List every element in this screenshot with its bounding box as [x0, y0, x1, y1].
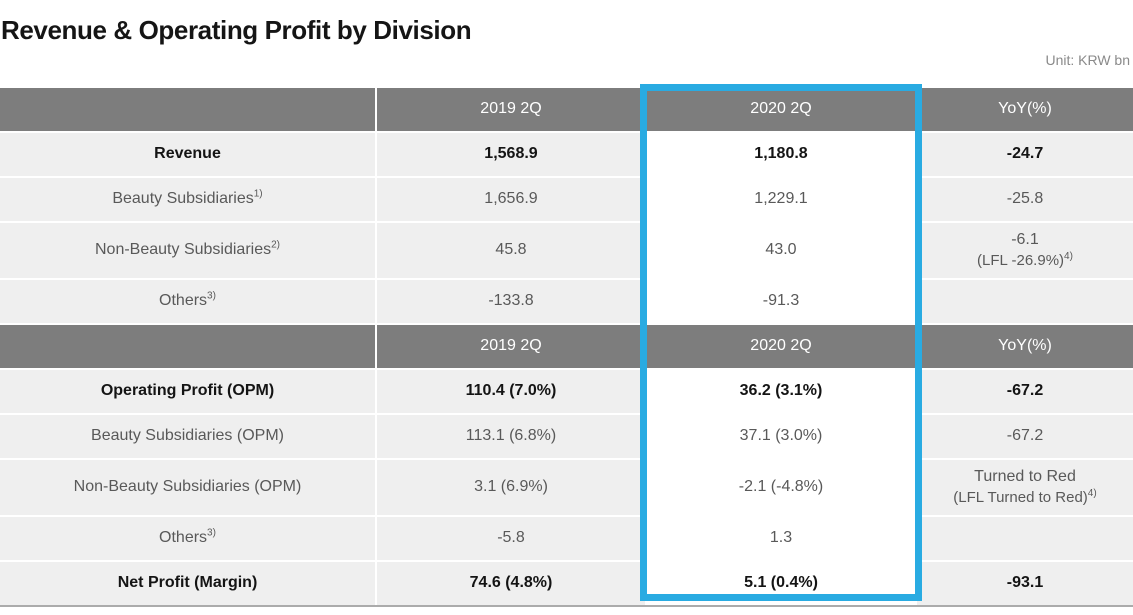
cell-2019-2q: 45.8 [377, 223, 645, 278]
table-row: Non-Beauty Subsidiaries2) 45.8 43.0 -6.1 (LF… [0, 223, 1133, 278]
table-row: Operating Profit (OPM) 110.4 (7.0%) 36.2 (… [0, 370, 1133, 413]
cell-2020-2q: 1,180.8 [647, 133, 915, 176]
table-header-row: 2019 2Q 2020 2Q YoY(%) [0, 325, 1133, 368]
cell-yoy: -93.1 [917, 562, 1133, 605]
table-body: 2019 2Q 2020 2Q YoY(%) Revenue 1,568.9 1,180.… [0, 88, 1133, 607]
cell-2019-2q: 110.4 (7.0%) [377, 370, 645, 413]
cell-2019-2q: 113.1 (6.8%) [377, 415, 645, 458]
column-header-label [0, 325, 375, 368]
cell-2019-2q: 1,656.9 [377, 178, 645, 221]
header-label: 2020 2Q [750, 337, 812, 355]
table-row: Others3) -5.8 1.3 [0, 517, 1133, 560]
row-label-cell: Beauty Subsidiaries1) [0, 178, 375, 221]
row-label-cell: Non-Beauty Subsidiaries (OPM) [0, 460, 375, 515]
cell-2019-2q: -5.8 [377, 517, 645, 560]
header-label: 2019 2Q [480, 100, 542, 118]
cell-yoy: -67.2 [917, 415, 1133, 458]
division-table: 2019 2Q 2020 2Q YoY(%) Revenue 1,568.9 1,180.… [0, 84, 1133, 607]
cell-2020-2q: 1.3 [647, 517, 915, 560]
row-label-cell: Revenue [0, 133, 375, 176]
row-label-cell: Net Profit (Margin) [0, 562, 375, 605]
footnote-marker: 2) [271, 239, 280, 251]
row-label-cell: Beauty Subsidiaries (OPM) [0, 415, 375, 458]
column-header-yoy: YoY(%) [917, 325, 1133, 368]
cell-2020-2q: -91.3 [647, 280, 915, 323]
row-label-cell: Non-Beauty Subsidiaries2) [0, 223, 375, 278]
footnote-marker: 4) [1064, 251, 1073, 263]
cell-yoy [917, 517, 1133, 560]
cell-2020-2q: 36.2 (3.1%) [647, 370, 915, 413]
table-row: Others3) -133.8 -91.3 [0, 280, 1133, 323]
column-header-2020-2q: 2020 2Q [647, 325, 915, 368]
column-header-yoy: YoY(%) [917, 88, 1133, 131]
cell-2020-2q: 43.0 [647, 223, 915, 278]
unit-label: Unit: KRW bn [1045, 52, 1130, 68]
table-row: Revenue 1,568.9 1,180.8 -24.7 [0, 133, 1133, 176]
cell-yoy [917, 280, 1133, 323]
cell-yoy: Turned to Red (LFL Turned to Red)4) [917, 460, 1133, 515]
cell-yoy: -6.1 (LFL -26.9%)4) [917, 223, 1133, 278]
header-label: 2019 2Q [480, 337, 542, 355]
cell-2020-2q: 37.1 (3.0%) [647, 415, 915, 458]
table-row: Beauty Subsidiaries1) 1,656.9 1,229.1 -25.8 [0, 178, 1133, 221]
column-header-2020-2q: 2020 2Q [647, 88, 915, 131]
cell-2019-2q: -133.8 [377, 280, 645, 323]
header-label: YoY(%) [998, 100, 1052, 118]
footnote-marker: 1) [253, 188, 263, 200]
cell-2020-2q: -2.1 (-4.8%) [647, 460, 915, 515]
column-header-label [0, 88, 375, 131]
cell-2020-2q: 5.1 (0.4%) [647, 562, 915, 605]
cell-2019-2q: 3.1 (6.9%) [377, 460, 645, 515]
footnote-marker: 4) [1087, 488, 1097, 500]
cell-2019-2q: 74.6 (4.8%) [377, 562, 645, 605]
cell-2020-2q: 1,229.1 [647, 178, 915, 221]
footnote-marker: 3) [207, 290, 216, 302]
column-header-2019-2q: 2019 2Q [377, 325, 645, 368]
row-label-cell: Operating Profit (OPM) [0, 370, 375, 413]
table-header-row: 2019 2Q 2020 2Q YoY(%) [0, 88, 1133, 131]
footnote-marker: 3) [207, 527, 216, 539]
table-row: Non-Beauty Subsidiaries (OPM) 3.1 (6.9%) -… [0, 460, 1133, 515]
table-row: Net Profit (Margin) 74.6 (4.8%) 5.1 (0.4%)… [0, 562, 1133, 605]
header-label: 2020 2Q [750, 100, 812, 118]
page-title: Revenue & Operating Profit by Division [1, 15, 472, 45]
cell-yoy: -24.7 [917, 133, 1133, 176]
cell-2019-2q: 1,568.9 [377, 133, 645, 176]
cell-yoy: -25.8 [917, 178, 1133, 221]
row-label-cell: Others3) [0, 517, 375, 560]
row-label-cell: Others3) [0, 280, 375, 323]
column-header-2019-2q: 2019 2Q [377, 88, 645, 131]
header-label: YoY(%) [998, 337, 1052, 355]
table-row: Beauty Subsidiaries (OPM) 113.1 (6.8%) 37.… [0, 415, 1133, 458]
cell-yoy: -67.2 [917, 370, 1133, 413]
